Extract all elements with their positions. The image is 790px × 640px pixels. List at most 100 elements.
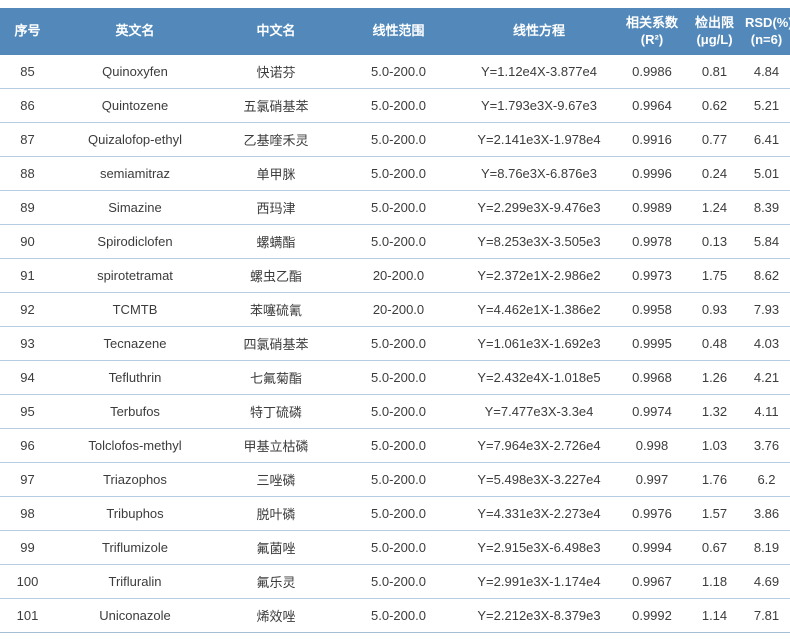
cell-r2: 0.9973 — [618, 258, 686, 293]
table-row: 96 Tolclofos-methyl 甲基立枯磷 5.0-200.0 Y=7.… — [0, 428, 790, 463]
cell-serial-number: 90 — [0, 224, 55, 259]
cell-chinese-name: 脱叶磷 — [215, 496, 337, 531]
cell-english-name: semiamitraz — [55, 156, 215, 191]
cell-serial-number: 93 — [0, 326, 55, 361]
cell-rsd: 6.41 — [743, 122, 790, 157]
cell-serial-number: 99 — [0, 530, 55, 565]
cell-rsd: 4.03 — [743, 326, 790, 361]
cell-r2: 0.9978 — [618, 224, 686, 259]
cell-detection-limit: 1.26 — [686, 360, 743, 395]
col-header-detection-limit: 检出限 (μg/L) — [686, 8, 743, 55]
col-header-linear-equation: 线性方程 — [460, 8, 618, 55]
cell-serial-number: 92 — [0, 292, 55, 327]
cell-r2: 0.9967 — [618, 564, 686, 599]
cell-detection-limit: 1.03 — [686, 428, 743, 463]
cell-detection-limit: 1.14 — [686, 598, 743, 633]
cell-detection-limit: 1.32 — [686, 394, 743, 429]
cell-linear-range: 20-200.0 — [337, 258, 460, 293]
cell-linear-equation: Y=2.432e4X-1.018e5 — [460, 360, 618, 395]
table-row: 95 Terbufos 特丁硫磷 5.0-200.0 Y=7.477e3X-3.… — [0, 394, 790, 429]
cell-detection-limit: 1.18 — [686, 564, 743, 599]
table-row: 87 Quizalofop-ethyl 乙基喹禾灵 5.0-200.0 Y=2.… — [0, 122, 790, 157]
cell-detection-limit: 0.77 — [686, 122, 743, 157]
table-row: 92 TCMTB 苯噻硫氰 20-200.0 Y=4.462e1X-1.386e… — [0, 292, 790, 327]
col-header-linear-range: 线性范围 — [337, 8, 460, 55]
cell-r2: 0.9916 — [618, 122, 686, 157]
cell-linear-equation: Y=2.915e3X-6.498e3 — [460, 530, 618, 565]
cell-english-name: Tefluthrin — [55, 360, 215, 395]
cell-rsd: 8.62 — [743, 258, 790, 293]
col-header-no-label: 序号 — [14, 23, 41, 39]
cell-rsd: 7.81 — [743, 598, 790, 633]
cell-r2: 0.9989 — [618, 190, 686, 225]
cell-rsd: 4.21 — [743, 360, 790, 395]
table-row: 101 Uniconazole 烯效唑 5.0-200.0 Y=2.212e3X… — [0, 598, 790, 633]
cell-detection-limit: 0.13 — [686, 224, 743, 259]
cell-rsd: 5.21 — [743, 88, 790, 123]
table-row: 90 Spirodiclofen 螺螨酯 5.0-200.0 Y=8.253e3… — [0, 224, 790, 259]
cell-linear-equation: Y=4.331e3X-2.273e4 — [460, 496, 618, 531]
cell-english-name: Quintozene — [55, 88, 215, 123]
cell-linear-range: 5.0-200.0 — [337, 428, 460, 463]
cell-linear-range: 5.0-200.0 — [337, 394, 460, 429]
cell-linear-equation: Y=2.299e3X-9.476e3 — [460, 190, 618, 225]
col-header-rsd-label: RSD(%) — [745, 14, 790, 30]
cell-english-name: Terbufos — [55, 394, 215, 429]
cell-r2: 0.9992 — [618, 598, 686, 633]
cell-linear-range: 5.0-200.0 — [337, 598, 460, 633]
cell-rsd: 8.19 — [743, 530, 790, 565]
cell-r2: 0.9986 — [618, 55, 686, 89]
table-row: 97 Triazophos 三唑磷 5.0-200.0 Y=5.498e3X-3… — [0, 462, 790, 497]
cell-rsd: 5.01 — [743, 156, 790, 191]
cell-chinese-name: 氟乐灵 — [215, 564, 337, 599]
cell-chinese-name: 乙基喹禾灵 — [215, 122, 337, 157]
cell-r2: 0.9976 — [618, 496, 686, 531]
table-row: 85 Quinoxyfen 快诺芬 5.0-200.0 Y=1.12e4X-3.… — [0, 55, 790, 89]
cell-chinese-name: 七氟菊酯 — [215, 360, 337, 395]
cell-linear-range: 5.0-200.0 — [337, 496, 460, 531]
table-row: 93 Tecnazene 四氯硝基苯 5.0-200.0 Y=1.061e3X-… — [0, 326, 790, 361]
cell-english-name: Tecnazene — [55, 326, 215, 361]
cell-linear-equation: Y=2.991e3X-1.174e4 — [460, 564, 618, 599]
cell-chinese-name: 五氯硝基苯 — [215, 88, 337, 123]
cell-english-name: TCMTB — [55, 292, 215, 327]
cell-serial-number: 86 — [0, 88, 55, 123]
cell-english-name: Trifluralin — [55, 564, 215, 599]
cell-linear-equation: Y=4.462e1X-1.386e2 — [460, 292, 618, 327]
table-row: 100 Trifluralin 氟乐灵 5.0-200.0 Y=2.991e3X… — [0, 564, 790, 599]
cell-serial-number: 87 — [0, 122, 55, 157]
cell-detection-limit: 1.75 — [686, 258, 743, 293]
cell-linear-range: 5.0-200.0 — [337, 190, 460, 225]
table-row: 91 spirotetramat 螺虫乙酯 20-200.0 Y=2.372e1… — [0, 258, 790, 293]
cell-linear-equation: Y=5.498e3X-3.227e4 — [460, 462, 618, 497]
cell-rsd: 8.39 — [743, 190, 790, 225]
cell-linear-range: 20-200.0 — [337, 292, 460, 327]
cell-serial-number: 95 — [0, 394, 55, 429]
col-header-detection-limit-sub: (μg/L) — [696, 31, 733, 47]
header-row: 序号 英文名 中文名 线性范围 线性方程 — [0, 8, 790, 55]
cell-english-name: spirotetramat — [55, 258, 215, 293]
col-header-linear-range-label: 线性范围 — [372, 23, 425, 39]
cell-chinese-name: 烯效唑 — [215, 598, 337, 633]
cell-chinese-name: 甲基立枯磷 — [215, 428, 337, 463]
col-header-detection-limit-label: 检出限 — [694, 14, 734, 30]
col-header-english-name: 英文名 — [55, 8, 215, 55]
cell-english-name: Quizalofop-ethyl — [55, 122, 215, 157]
cell-linear-range: 5.0-200.0 — [337, 360, 460, 395]
cell-linear-range: 5.0-200.0 — [337, 122, 460, 157]
cell-r2: 0.9968 — [618, 360, 686, 395]
cell-chinese-name: 氟菌唑 — [215, 530, 337, 565]
cell-r2: 0.997 — [618, 462, 686, 497]
cell-linear-equation: Y=1.061e3X-1.692e3 — [460, 326, 618, 361]
cell-rsd: 4.84 — [743, 55, 790, 89]
cell-serial-number: 89 — [0, 190, 55, 225]
cell-chinese-name: 螺虫乙酯 — [215, 258, 337, 293]
col-header-english-name-label: 英文名 — [115, 23, 155, 39]
cell-serial-number: 100 — [0, 564, 55, 599]
col-header-rsd: RSD(%) (n=6) — [743, 8, 790, 55]
cell-detection-limit: 1.57 — [686, 496, 743, 531]
col-header-correlation-coefficient-label: 相关系数 — [625, 14, 678, 30]
cell-linear-range: 5.0-200.0 — [337, 564, 460, 599]
cell-rsd: 4.11 — [743, 394, 790, 429]
